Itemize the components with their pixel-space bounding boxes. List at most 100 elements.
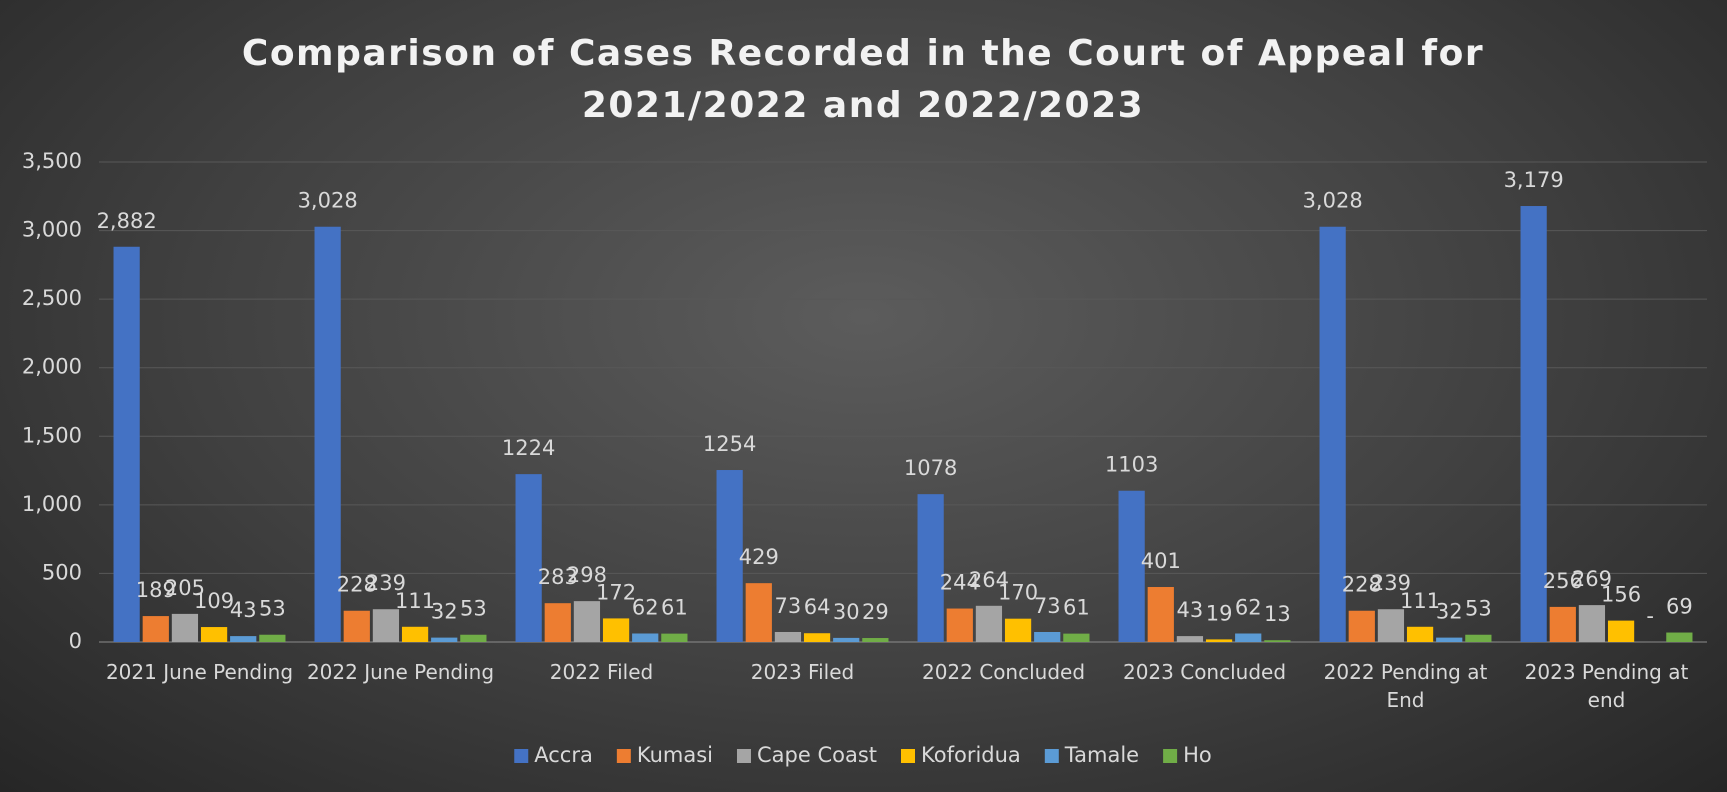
legend-label: Accra: [534, 743, 593, 767]
bar: [1118, 490, 1145, 642]
data-label: 73: [775, 594, 802, 618]
data-label: 29: [862, 600, 889, 624]
data-label: 1224: [502, 436, 555, 460]
y-tick-label: 3,500: [22, 149, 82, 173]
chart-title: Comparison of Cases Recorded in the Cour…: [241, 33, 1485, 126]
y-tick-label: 2,000: [22, 355, 82, 379]
bar: [1205, 639, 1233, 642]
bar: [142, 616, 169, 642]
data-label: 111: [395, 589, 435, 613]
y-tick-label: 1,500: [22, 423, 82, 447]
data-label: 3,028: [298, 189, 358, 213]
data-label: 298: [567, 563, 607, 587]
data-label: -: [1646, 604, 1654, 628]
data-label: 109: [194, 589, 234, 613]
bar: [1004, 618, 1032, 642]
bar: [1235, 633, 1262, 642]
data-label: 429: [739, 545, 779, 569]
bar: [1666, 632, 1693, 642]
data-label: 1254: [703, 432, 756, 456]
data-label: 19: [1206, 601, 1233, 625]
bar: [1436, 637, 1463, 642]
bar: [573, 601, 601, 642]
data-label: 3,179: [1504, 168, 1564, 192]
x-tick-label: 2022 Pending at End: [1323, 660, 1488, 712]
data-label: 53: [1465, 597, 1492, 621]
bar: [1520, 206, 1547, 642]
data-label: 13: [1264, 602, 1291, 626]
data-label: 32: [431, 600, 458, 624]
bar: [862, 638, 889, 642]
data-label: 239: [1371, 571, 1411, 595]
bar: [1465, 634, 1492, 642]
bar: [343, 610, 370, 642]
data-label: 401: [1141, 549, 1181, 573]
data-label: 61: [661, 596, 688, 620]
bar: [1578, 605, 1606, 642]
bar: [1607, 620, 1635, 642]
bar: [975, 605, 1003, 642]
legend-label: Tamale: [1064, 743, 1139, 767]
data-label: 69: [1666, 595, 1693, 619]
legend-swatch: [901, 749, 915, 763]
bar: [602, 618, 630, 642]
data-label: 64: [804, 595, 831, 619]
data-label: 32: [1436, 600, 1463, 624]
data-label: 256: [1543, 569, 1583, 593]
data-label: 1103: [1105, 453, 1158, 477]
bar: [113, 246, 140, 643]
bar: [1549, 606, 1576, 642]
bar: [1147, 587, 1174, 642]
bar: [1377, 609, 1405, 642]
bar: [946, 608, 973, 642]
data-label: 283: [538, 565, 578, 589]
data-label: 62: [1235, 595, 1262, 619]
bar: [833, 637, 860, 642]
data-label: 111: [1400, 589, 1440, 613]
bar: [1034, 631, 1061, 642]
legend-swatch: [514, 749, 529, 763]
y-tick-label: 500: [42, 560, 82, 584]
legend-swatch: [1163, 749, 1178, 763]
data-label: 264: [969, 568, 1009, 592]
data-label: 269: [1572, 567, 1612, 591]
x-tick-label: 2022 Filed: [549, 660, 654, 684]
data-label: 1078: [904, 456, 957, 480]
data-label: 73: [1034, 594, 1061, 618]
data-label: 156: [1601, 583, 1641, 607]
x-tick-label: 2022 June Pending: [306, 660, 495, 684]
bar: [1319, 226, 1346, 642]
legend-label: Koforidua: [921, 743, 1021, 767]
bar: [1063, 633, 1090, 642]
bar: [1176, 636, 1204, 642]
data-label: 189: [136, 578, 176, 602]
data-label: 53: [460, 597, 487, 621]
bar: [1348, 610, 1375, 642]
bar: [917, 494, 944, 642]
x-tick-label: 2023 Concluded: [1122, 660, 1287, 684]
bar: [460, 634, 487, 642]
y-tick-label: 3,000: [22, 218, 82, 242]
bar: [774, 631, 802, 642]
legend-label: Ho: [1183, 743, 1212, 767]
legend-label: Kumasi: [637, 743, 713, 767]
data-label: 228: [1342, 573, 1382, 597]
bar: [745, 583, 772, 642]
bar: [716, 470, 743, 642]
data-label: 205: [165, 576, 205, 600]
bar: [230, 636, 257, 642]
bar: [1264, 640, 1291, 642]
bar: [401, 626, 429, 642]
bar: [661, 633, 688, 642]
bar: [803, 633, 831, 642]
bar: [431, 637, 458, 642]
data-label: 43: [230, 598, 257, 622]
data-label: 30: [833, 600, 860, 624]
data-label: 61: [1063, 596, 1090, 620]
x-tick-label: 2023 Pending at end: [1524, 660, 1689, 712]
bar: [200, 627, 228, 642]
bar: [259, 634, 286, 642]
data-label: 53: [259, 597, 286, 621]
